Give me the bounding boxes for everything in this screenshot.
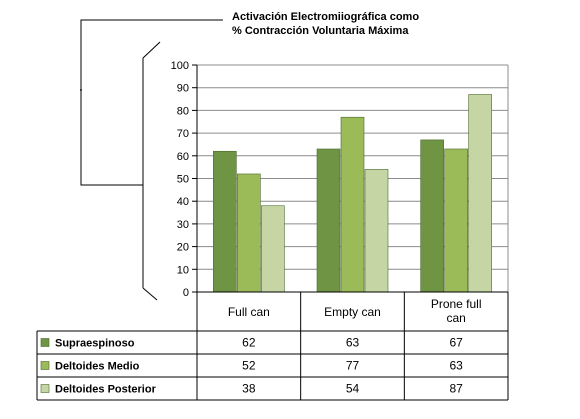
y-tick-label: 0 bbox=[183, 287, 189, 299]
bar-supraespinoso-2 bbox=[420, 139, 444, 293]
y-tick-label: 90 bbox=[177, 83, 189, 95]
data-cell: 87 bbox=[449, 382, 463, 396]
chart-title-line2: % Contracción Voluntaria Máxima bbox=[232, 25, 409, 37]
y-tick-label: 70 bbox=[177, 128, 189, 140]
bar-deltoides-posterior-1 bbox=[364, 169, 389, 293]
y-tick-label: 80 bbox=[177, 105, 189, 117]
y-tick-label: 30 bbox=[177, 219, 189, 231]
y-axis: 0 10 20 30 40 50 60 70 80 90 100 bbox=[171, 60, 509, 299]
bracket-lines bbox=[80, 19, 223, 301]
data-cell: 52 bbox=[242, 359, 256, 373]
bar-deltoides-medio-2 bbox=[444, 148, 468, 293]
bar-supraespinoso-1 bbox=[316, 148, 341, 293]
bars bbox=[213, 94, 492, 293]
bar-deltoides-posterior-0 bbox=[261, 205, 285, 293]
legend-swatch bbox=[40, 361, 50, 370]
bar-deltoides-medio-0 bbox=[237, 173, 261, 293]
bar-supraespinoso-0 bbox=[213, 150, 237, 293]
series-name: Supraespinoso bbox=[55, 338, 135, 350]
category-label: Full can bbox=[228, 305, 270, 319]
data-cell: 77 bbox=[346, 359, 360, 373]
bar-deltoides-posterior-2 bbox=[468, 94, 492, 293]
category-label: Empty can bbox=[324, 305, 381, 319]
bar-deltoides-medio-1 bbox=[340, 116, 365, 293]
data-cell: 63 bbox=[346, 336, 360, 350]
data-cell: 62 bbox=[242, 336, 256, 350]
y-tick-label: 20 bbox=[177, 242, 189, 254]
legend-swatch bbox=[40, 338, 50, 347]
y-tick-label: 10 bbox=[177, 264, 189, 276]
series-name: Deltoides Medio bbox=[55, 361, 140, 373]
y-tick-label: 50 bbox=[177, 174, 189, 186]
category-label: can bbox=[446, 311, 465, 325]
data-cell: 38 bbox=[242, 382, 256, 396]
y-tick-label: 100 bbox=[171, 60, 189, 72]
chart-title-line1: Activación Electromiiográfica como bbox=[232, 11, 419, 23]
y-tick-label: 60 bbox=[177, 151, 189, 163]
y-tick-label: 40 bbox=[177, 196, 189, 208]
category-label: Prone full bbox=[431, 297, 482, 311]
data-cell: 63 bbox=[449, 359, 463, 373]
series-name: Deltoides Posterior bbox=[55, 384, 157, 396]
legend-swatch bbox=[40, 384, 50, 393]
data-cell: 54 bbox=[346, 382, 360, 396]
data-cell: 67 bbox=[449, 336, 463, 350]
